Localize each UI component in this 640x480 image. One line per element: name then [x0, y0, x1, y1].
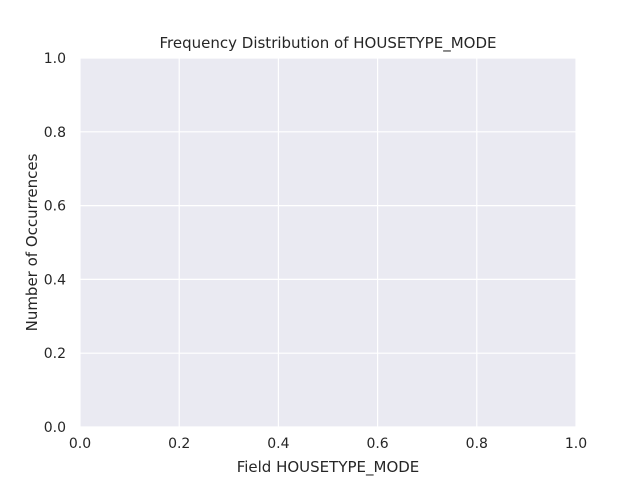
grid-lines [79, 57, 577, 428]
y-tick-label: 0.2 [44, 346, 66, 362]
y-tick-label: 1.0 [44, 51, 66, 67]
plot-area [80, 58, 576, 427]
y-tick-label: 0.8 [44, 125, 66, 141]
y-tick-labels: 0.0 0.2 0.4 0.6 0.8 1.0 [44, 51, 66, 436]
y-axis-label: Number of Occurrences [23, 153, 41, 331]
x-tick-label: 0.8 [466, 436, 488, 452]
x-tick-label: 0.4 [267, 436, 289, 452]
chart-title: Frequency Distribution of HOUSETYPE_MODE [160, 34, 497, 53]
x-tick-label: 0.6 [366, 436, 388, 452]
x-tick-label: 0.2 [168, 436, 190, 452]
y-tick-label: 0.0 [44, 420, 66, 436]
x-tick-label: 0.0 [69, 436, 91, 452]
x-tick-label: 1.0 [565, 436, 587, 452]
x-axis-label: Field HOUSETYPE_MODE [237, 458, 420, 477]
y-tick-label: 0.6 [44, 199, 66, 215]
x-tick-labels: 0.0 0.2 0.4 0.6 0.8 1.0 [69, 436, 587, 452]
y-tick-label: 0.4 [44, 272, 66, 288]
